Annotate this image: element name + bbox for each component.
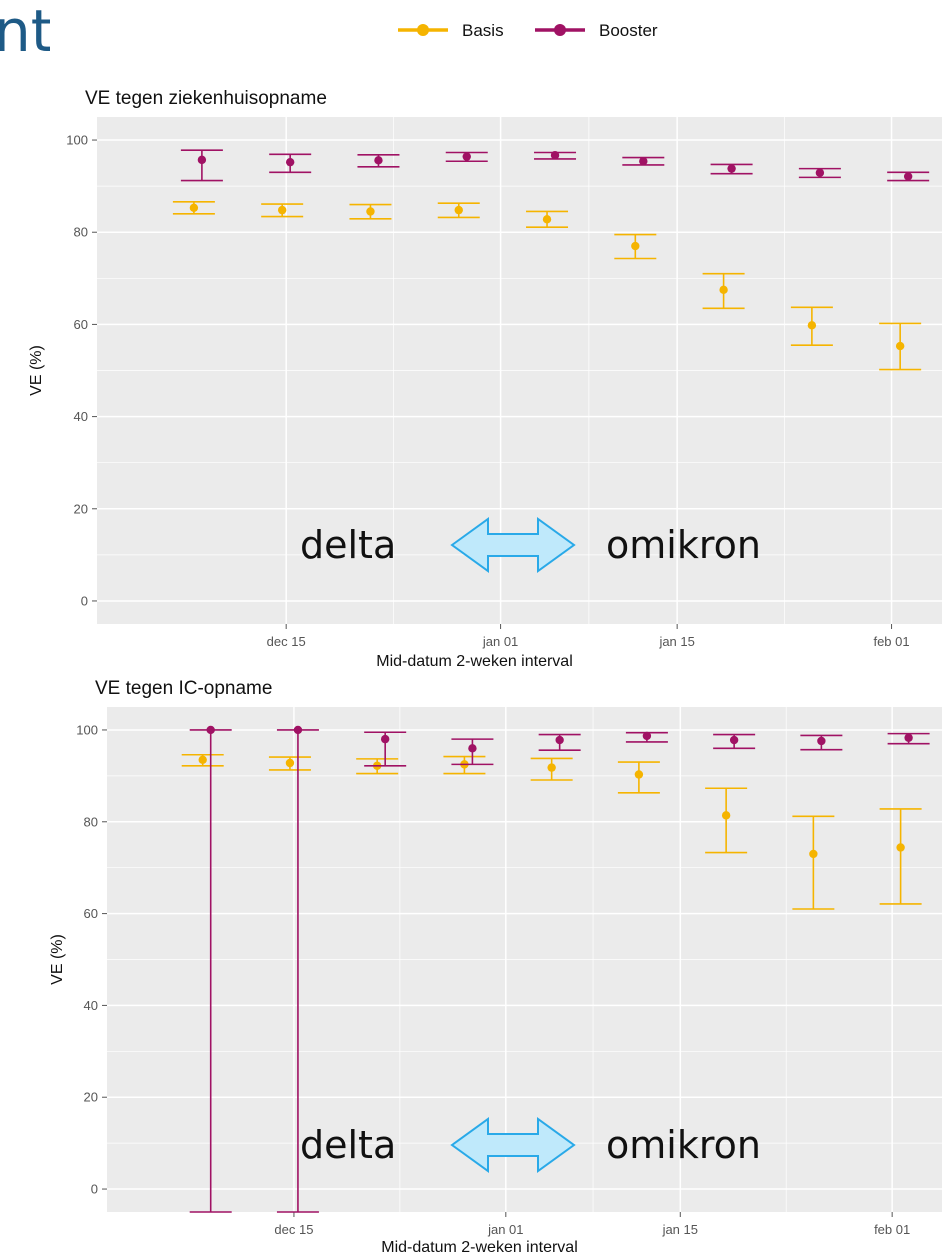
period-annotation: delta omikron [300, 1117, 761, 1173]
y-tick-label: 100 [66, 133, 88, 148]
data-point [277, 205, 287, 215]
data-point [895, 341, 905, 351]
chart-panel-2: 0 20 40 60 80 100 dec 15 jan 01 jan 15 feb 01 VE t… [49, 678, 942, 1256]
data-point [639, 157, 648, 166]
y-axis-title: VE (%) [28, 345, 45, 396]
y-tick-label: 20 [74, 501, 88, 516]
data-point [189, 203, 199, 212]
x-tick-label: jan 01 [487, 1222, 523, 1237]
data-point [642, 731, 652, 741]
data-point [542, 215, 552, 224]
series-booster [189, 725, 930, 1213]
y-axis-title: VE (%) [49, 934, 66, 985]
double-arrow-icon [450, 517, 576, 573]
data-point [904, 733, 913, 742]
data-point [634, 770, 644, 779]
x-tick-label: jan 01 [482, 634, 518, 649]
y-tick-label: 100 [76, 722, 98, 737]
y-tick-label: 0 [81, 593, 88, 608]
data-point [809, 849, 818, 859]
x-tick-label: feb 01 [873, 634, 909, 649]
data-point [631, 241, 640, 251]
y-tick-label: 80 [84, 814, 98, 829]
y-tick-label: 20 [84, 1090, 98, 1105]
x-axis-title: Mid-datum 2-weken interval [376, 653, 573, 670]
x-tick-label: jan 15 [662, 1222, 698, 1237]
data-point [468, 744, 477, 753]
data-point [374, 156, 383, 165]
series-booster [180, 149, 930, 182]
legend-key-point [554, 24, 566, 36]
data-point [380, 734, 390, 744]
legend-key-point [417, 24, 429, 36]
legend-label: Basis [462, 21, 504, 40]
data-point [285, 157, 295, 167]
data-point [547, 763, 556, 772]
x-tick-label: jan 15 [658, 634, 694, 649]
double-arrow-icon [450, 1117, 576, 1173]
annotation-delta: delta [300, 523, 396, 567]
chart-title: VE tegen IC-opname [95, 678, 272, 699]
y-tick-label: 40 [74, 409, 88, 424]
data-point [454, 205, 463, 215]
data-point [807, 321, 817, 330]
x-tick-label: feb 01 [874, 1222, 910, 1237]
data-point [550, 151, 560, 160]
data-point [729, 735, 739, 745]
data-point [817, 736, 826, 746]
data-point [197, 155, 207, 165]
data-point [462, 152, 471, 161]
data-point [815, 168, 825, 177]
data-point [721, 811, 731, 820]
data-point [903, 172, 913, 181]
slide-title-fragment: nt [0, 2, 50, 62]
y-tick-label: 40 [84, 998, 98, 1013]
data-point [293, 725, 303, 735]
legend-label: Booster [599, 21, 658, 40]
data-point [719, 285, 728, 295]
series-basis [172, 201, 922, 371]
y-tick-label: 60 [74, 317, 88, 332]
y-tick-label: 60 [84, 906, 98, 921]
y-tick-label: 80 [74, 225, 88, 240]
legend: Basis Booster [398, 21, 658, 40]
chart-panel-1: 0 20 40 60 80 100 dec 15 jan 01 jan 15 feb 01 VE t… [28, 88, 942, 670]
period-annotation: delta omikron [300, 517, 761, 573]
x-tick-label: dec 15 [274, 1222, 313, 1237]
data-point [366, 207, 375, 216]
data-point [206, 725, 215, 735]
y-tick-label: 0 [91, 1182, 98, 1197]
data-point [198, 755, 207, 764]
data-point [896, 843, 905, 852]
annotation-omikron: omikron [606, 523, 761, 567]
x-tick-label: dec 15 [267, 634, 306, 649]
data-point [727, 164, 736, 173]
series-basis [181, 753, 922, 910]
annotation-omikron: omikron [606, 1123, 761, 1167]
data-point [285, 758, 295, 768]
chart-title: VE tegen ziekenhuisopname [85, 88, 327, 109]
annotation-delta: delta [300, 1123, 396, 1167]
data-point [555, 735, 564, 745]
x-axis-title: Mid-datum 2-weken interval [381, 1239, 578, 1255]
